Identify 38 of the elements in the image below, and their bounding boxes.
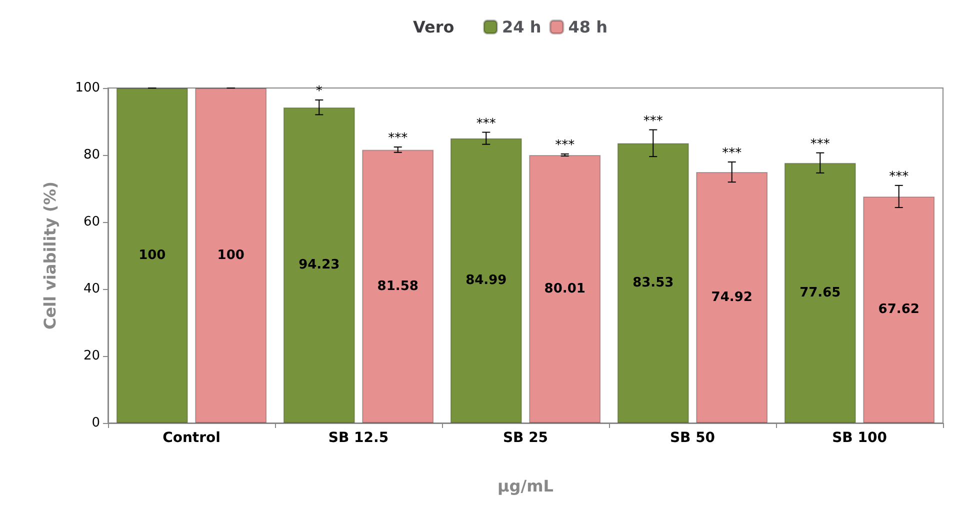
- x-tick-label: SB 25: [502, 430, 548, 446]
- annotation: *: [316, 84, 323, 99]
- data-label: 77.65: [800, 285, 841, 300]
- bar: [362, 150, 434, 423]
- data-label: 100: [138, 248, 166, 263]
- data-label: 83.53: [632, 276, 674, 291]
- annotation: ***: [555, 138, 576, 153]
- data-label: 81.58: [377, 278, 418, 294]
- x-tick-label: SB 100: [832, 430, 888, 446]
- annotation: ***: [643, 114, 664, 129]
- x-tick-label: SB 50: [670, 430, 716, 446]
- x-tick-label: SB 12.5: [328, 430, 389, 446]
- legend-label: 24 h: [502, 18, 542, 36]
- bar: [116, 88, 188, 423]
- bar: [529, 154, 601, 423]
- y-axis-title: Cell viability (%): [40, 181, 60, 330]
- data-label: 94.23: [298, 258, 340, 273]
- annotation: ***: [388, 131, 408, 146]
- data-label: 67.62: [878, 302, 920, 318]
- y-tick-label: 40: [83, 282, 100, 296]
- annotation: ***: [810, 136, 830, 152]
- data-label: 80.01: [544, 281, 586, 296]
- legend-label: 48 h: [568, 18, 608, 36]
- data-label: 84.99: [466, 273, 507, 288]
- y-tick-label: 0: [92, 416, 100, 430]
- bar: [195, 88, 267, 423]
- x-tick-label: Control: [162, 430, 220, 446]
- chart-title: Vero: [413, 18, 454, 36]
- x-axis-title: µg/mL: [498, 476, 554, 496]
- annotation: ***: [889, 169, 910, 184]
- y-tick-label: 80: [83, 148, 100, 162]
- data-label: 100: [217, 248, 244, 263]
- y-tick-label: 100: [75, 80, 100, 96]
- data-label: 74.92: [711, 290, 752, 306]
- annotation: ***: [476, 116, 496, 132]
- y-tick-label: 20: [83, 348, 100, 364]
- y-tick-label: 60: [83, 214, 100, 230]
- annotation: ***: [722, 146, 742, 161]
